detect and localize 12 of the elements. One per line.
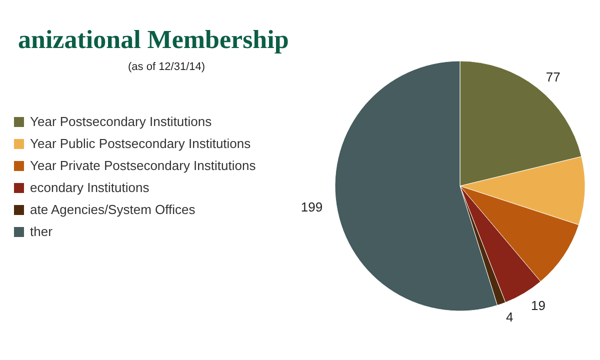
data-label: 77 [546,69,560,84]
data-label: 4 [506,310,514,325]
chart-title: anizational Membership [18,25,289,54]
legend-label: Year Private Postsecondary Institutions [30,158,256,173]
data-label: 199 [300,200,323,215]
data-label: 19 [531,298,546,314]
chart-subtitle: (as of 12/31/14) [128,61,206,73]
legend-label: Year Postsecondary Institutions [30,114,212,129]
legend-label: econdary Institutions [30,180,150,195]
legend-label: Year Public Postsecondary Institutions [30,136,252,151]
legend-label: ate Agencies/System Offices [30,202,196,217]
legend-label: ther [30,224,54,239]
